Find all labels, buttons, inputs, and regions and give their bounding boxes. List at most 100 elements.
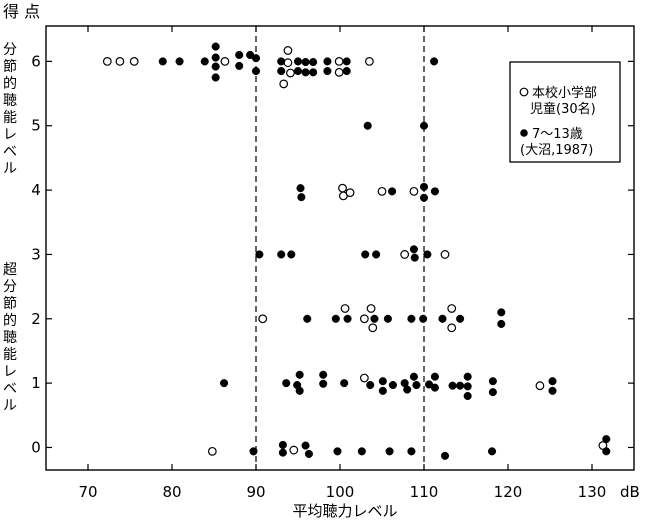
data-point-filled <box>407 314 416 323</box>
data-point-filled <box>430 383 439 392</box>
data-point-open <box>447 323 457 333</box>
data-point-filled <box>363 121 372 130</box>
data-point-filled <box>602 435 611 444</box>
data-point-filled <box>303 314 312 323</box>
legend-marker-open <box>519 87 529 97</box>
data-point-filled <box>448 381 457 390</box>
data-point-filled <box>409 372 418 381</box>
data-point-open <box>220 56 230 66</box>
data-point-filled <box>430 57 439 66</box>
legend: 本校小学部 児童(30名) 7～13歳 (大沼,1987) <box>509 61 621 163</box>
data-point-filled <box>282 379 291 388</box>
data-point-filled <box>342 66 351 76</box>
data-point-filled <box>342 57 351 66</box>
data-points <box>102 42 611 460</box>
data-point-filled <box>463 372 472 381</box>
y-tick-label: 5 <box>31 117 41 135</box>
data-point-filled <box>407 447 416 456</box>
data-point-filled <box>211 62 220 71</box>
x-tick-label: 70 <box>78 483 97 501</box>
data-point-filled <box>372 250 381 259</box>
legend-label-open-line2: 児童(30名) <box>530 101 596 117</box>
data-point-open <box>440 250 450 259</box>
x-tick-label: 100 <box>326 483 355 501</box>
data-point-filled <box>602 447 611 456</box>
data-point-open <box>338 183 347 193</box>
x-tick-label: 120 <box>494 483 523 501</box>
data-point-filled <box>249 447 258 456</box>
y-tick-label: 6 <box>31 52 41 70</box>
data-point-filled <box>430 187 439 196</box>
data-point-filled <box>278 448 287 457</box>
data-point-open <box>345 188 355 198</box>
data-point-open <box>102 56 112 66</box>
data-point-filled <box>220 379 229 388</box>
data-point-filled <box>378 386 387 395</box>
data-point-filled <box>251 66 261 76</box>
data-point-filled <box>297 193 306 202</box>
y-axis-ticks: 0 1 2 3 4 5 6 <box>31 52 634 456</box>
y-band-label-suprasegmental: 超分節的聴能レベル <box>3 262 17 414</box>
data-point-filled <box>361 250 370 259</box>
data-point-filled <box>388 381 397 390</box>
data-point-open <box>340 304 350 313</box>
data-point-open <box>359 314 369 324</box>
y-tick-label: 2 <box>31 310 41 328</box>
data-point-open <box>129 56 139 66</box>
data-point-filled <box>323 66 332 76</box>
data-point-filled <box>419 193 429 202</box>
data-point-filled <box>319 379 328 388</box>
data-point-open <box>365 56 374 66</box>
data-point-filled <box>319 370 328 379</box>
data-point-filled <box>175 57 184 66</box>
data-point-filled <box>419 121 429 130</box>
data-point-open <box>258 314 268 324</box>
data-point-filled <box>463 382 472 391</box>
data-point-open <box>283 58 293 68</box>
legend-label-filled-line2: (大沼,1987) <box>520 143 593 158</box>
data-point-filled <box>287 250 296 259</box>
data-point-filled <box>366 381 375 390</box>
data-point-filled <box>235 61 244 70</box>
y-axis-title: 得 点 <box>3 2 40 21</box>
data-point-filled <box>548 377 557 386</box>
data-point-filled <box>295 386 304 395</box>
data-point-open <box>283 46 293 55</box>
data-point-filled <box>211 42 220 51</box>
data-point-filled <box>211 53 220 62</box>
data-point-filled <box>200 57 209 66</box>
data-point-filled <box>235 50 244 60</box>
data-point-open <box>289 445 299 455</box>
data-point-filled <box>410 253 419 262</box>
data-point-open <box>207 446 217 456</box>
data-point-open <box>400 250 410 259</box>
data-point-filled <box>412 381 421 390</box>
data-point-filled <box>295 370 304 379</box>
data-point-filled <box>463 391 472 401</box>
data-point-filled <box>419 182 429 191</box>
y-tick-label: 0 <box>31 438 41 456</box>
data-point-filled <box>293 66 303 76</box>
data-point-filled <box>301 57 310 67</box>
data-point-filled <box>385 447 394 456</box>
data-point-filled <box>301 68 310 77</box>
data-point-open <box>366 304 376 313</box>
y-tick-label: 3 <box>31 245 41 263</box>
data-point-filled <box>423 250 432 259</box>
data-point-filled <box>331 314 340 323</box>
data-point-open <box>377 186 387 196</box>
data-point-filled <box>293 57 303 66</box>
data-point-open <box>368 323 378 333</box>
data-point-filled <box>340 379 349 388</box>
data-point-filled <box>403 385 412 394</box>
data-point-filled <box>323 57 332 66</box>
data-point-filled <box>309 57 318 67</box>
data-point-filled <box>309 68 318 77</box>
data-point-filled <box>211 73 220 82</box>
data-point-filled <box>487 447 497 456</box>
x-tick-label: 80 <box>162 483 181 501</box>
data-point-filled <box>488 377 497 386</box>
data-point-open <box>279 79 289 89</box>
data-point-filled <box>278 440 287 449</box>
y-band-label-segmental: 分節的聴能レベル <box>3 42 17 177</box>
